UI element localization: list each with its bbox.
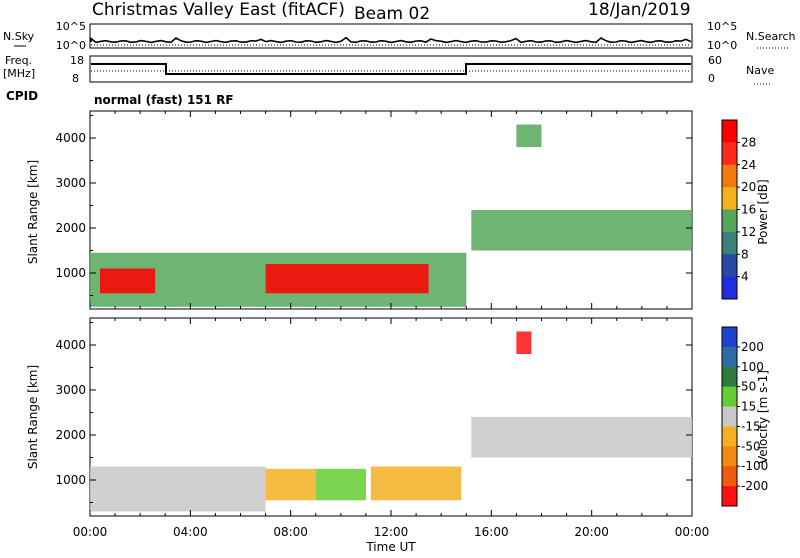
colorbar-segment [722, 120, 737, 143]
time-tick-label: 20:00 [574, 525, 609, 539]
echo-region-2 [315, 468, 366, 501]
colorbar-tick-label: -15 [741, 419, 761, 433]
colorbar-frame [721, 326, 738, 507]
colorbar-tick-label: -100 [741, 459, 768, 473]
velocity-colorbar: 200 100 50 15 -15 -50 -100 -200 [721, 326, 768, 507]
colorbar-segment [722, 406, 737, 427]
y-tick-label: 3000 [55, 176, 86, 190]
colorbar-segment [722, 466, 737, 487]
velocity-panel: 1000 2000 3000 4000 Slant Range [km] 200 100… [26, 317, 770, 517]
y-tick-label: 2000 [55, 428, 86, 442]
cpid-label: CPID [6, 89, 38, 103]
colorbar-segment [722, 486, 737, 507]
colorbar-tick-label: 100 [741, 360, 764, 374]
noise-panel-frame [89, 23, 693, 49]
colorbar-segment [722, 164, 737, 188]
power-panel: 1000 2000 3000 4000 Slant Range [km] 4 8 12 16… [26, 110, 770, 310]
echo-region-4 [516, 124, 542, 147]
colorbar-tick-label: 12 [741, 225, 756, 239]
time-axis-label: Time UT [365, 540, 416, 554]
power-ylabel: Slant Range [km] [26, 160, 40, 264]
time-tick-label: 00:00 [73, 525, 108, 539]
colorbar-segment [722, 346, 737, 368]
freq-panel: Freq. [MHz] 18 8 60 0 Nave [3, 54, 774, 85]
freq-left-tick-bottom: 8 [72, 72, 79, 85]
freq-label-line2: [MHz] [3, 67, 35, 80]
colorbar-segment [722, 276, 737, 300]
y-tick-label: 1000 [55, 473, 86, 487]
colorbar-tick-label: 28 [741, 135, 756, 149]
y-tick-label: 2000 [55, 221, 86, 235]
time-tick-label: 00:00 [675, 525, 710, 539]
colorbar-tick-label: 8 [741, 247, 749, 261]
freq-panel-frame [89, 55, 693, 83]
echo-region-1 [100, 268, 156, 294]
colorbar-tick-label: 15 [741, 400, 756, 414]
colorbar-segment [722, 187, 737, 211]
nave-label: Nave [746, 64, 774, 77]
time-tick-labels: 00:00 04:00 08:00 12:00 16:00 20:00 00:00 [73, 525, 710, 539]
freq-right-tick-bottom: 0 [708, 72, 715, 85]
noise-left-tick-top: 10^5 [56, 20, 86, 33]
colorbar-tick-label: 200 [741, 340, 764, 354]
y-tick-label: 1000 [55, 266, 86, 280]
time-tick-label: 04:00 [173, 525, 208, 539]
colorbar-tick-label: -50 [741, 439, 761, 453]
colorbar-segment [722, 142, 737, 166]
colorbar-segment [722, 327, 737, 348]
date-label: 18/Jan/2019 [588, 0, 691, 20]
noise-right-tick-top: 10^5 [707, 20, 737, 33]
time-tick-label: 12:00 [374, 525, 409, 539]
power-regions [90, 124, 692, 307]
echo-region-3 [370, 466, 462, 501]
power-x-ticks [89, 111, 693, 309]
colorbar-segment [722, 254, 737, 278]
echo-region-1 [265, 468, 316, 501]
beam-label: Beam 02 [354, 4, 430, 24]
colorbar-segment [722, 446, 737, 467]
colorbar-tick-label: 50 [741, 380, 756, 394]
echo-region-3 [471, 210, 692, 251]
velocity-y-ticks: 1000 2000 3000 4000 [55, 322, 692, 503]
freq-left-tick-top: 18 [70, 54, 84, 67]
velocity-colorbar-label: Velocity [m s-1] [756, 370, 770, 464]
colorbar-tick-label: 24 [741, 158, 756, 172]
velocity-x-ticks [89, 318, 693, 516]
colorbar-segment [722, 366, 737, 388]
colorbar-tick-label: -200 [741, 479, 768, 493]
echo-region-4 [471, 417, 692, 458]
cpid-text: normal (fast) 151 RF [94, 93, 234, 107]
noise-search-label: N.Search [746, 30, 796, 43]
noise-right-tick-bottom: 10^0 [707, 39, 737, 52]
noise-sky-label: N.Sky [3, 30, 35, 43]
colorbar-tick-label: 20 [741, 180, 756, 194]
velocity-ylabel: Slant Range [km] [26, 365, 40, 469]
colorbar-tick-label: 16 [741, 203, 756, 217]
colorbar-segment [722, 386, 737, 408]
echo-region-2 [265, 264, 429, 294]
freq-line [91, 63, 691, 75]
y-tick-label: 4000 [55, 131, 86, 145]
y-tick-label: 3000 [55, 383, 86, 397]
echo-region-0 [90, 466, 266, 512]
time-tick-label: 16:00 [474, 525, 509, 539]
power-colorbar-label: Power [dB] [756, 179, 770, 244]
noise-left-tick-bottom: 10^0 [56, 39, 86, 52]
power-colorbar: 4 8 12 16 20 24 28 [721, 119, 756, 300]
noise-sky-line [90, 36, 692, 44]
freq-right-tick-top: 60 [708, 54, 722, 67]
radar-title: Christmas Valley East (fitACF) [92, 0, 345, 20]
colorbar-segment [722, 426, 737, 447]
power-y-ticks: 1000 2000 3000 4000 [55, 115, 692, 296]
velocity-regions [90, 331, 692, 512]
colorbar-tick-label: 4 [741, 270, 749, 284]
noise-panel: N.Sky 10^5 10^0 10^5 10^0 N.Search [3, 20, 796, 52]
colorbar-segment [722, 209, 737, 233]
time-tick-label: 08:00 [273, 525, 308, 539]
colorbar-segment [722, 231, 737, 255]
echo-region-5 [516, 331, 532, 354]
freq-label-line1: Freq. [5, 54, 32, 67]
y-tick-label: 4000 [55, 338, 86, 352]
